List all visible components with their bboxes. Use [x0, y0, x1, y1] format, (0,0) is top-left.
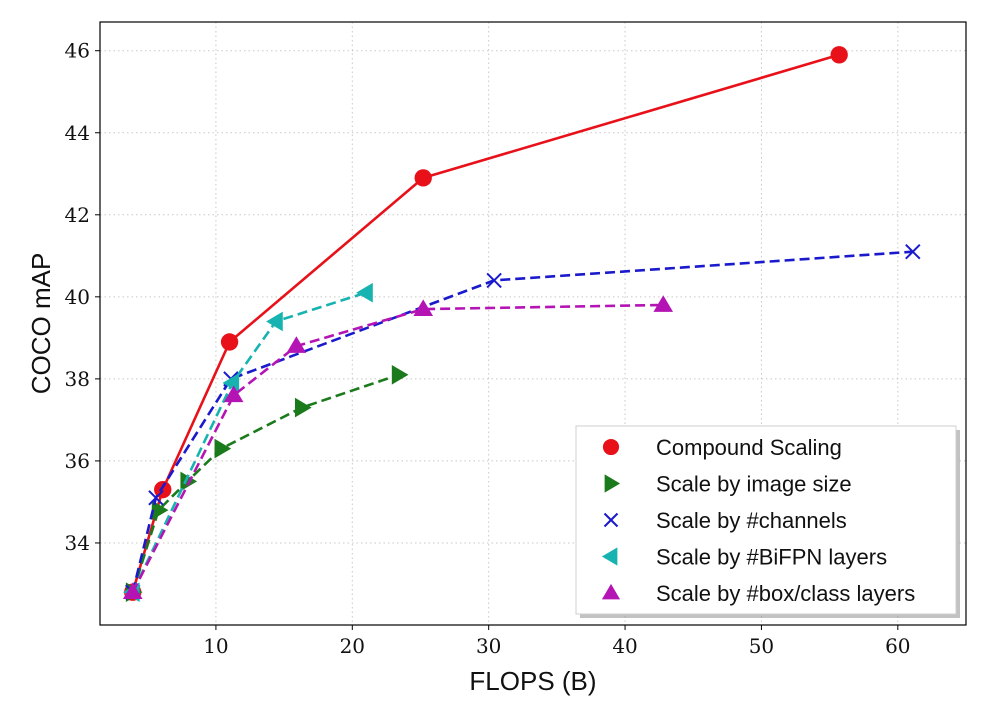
y-tick-label: 42 [65, 203, 90, 227]
legend-box [575, 425, 957, 615]
data-point [486, 272, 502, 289]
data-point [601, 583, 621, 600]
series-4 [122, 295, 674, 600]
data-point [413, 299, 434, 317]
data-point [391, 364, 409, 385]
legend-label: Scale by #BiFPN layers [656, 545, 887, 570]
legend-item: Scale by #channels [603, 508, 847, 533]
data-point-stroke [603, 512, 619, 528]
y-tick-label: 46 [65, 39, 90, 63]
y-tick-label: 34 [65, 531, 90, 555]
data-point-stroke [486, 272, 502, 289]
legend-label: Scale by #box/class layers [656, 581, 915, 606]
x-tick-label: 50 [749, 634, 774, 658]
data-point [905, 244, 921, 260]
x-axis-label: FLOPS (B) [469, 666, 596, 696]
data-point [220, 333, 239, 351]
legend-item: Scale by #BiFPN layers [601, 545, 887, 570]
legend: Compound Scaling Scale by image size Scale… [575, 425, 960, 618]
data-point [151, 500, 169, 520]
data-point [414, 169, 432, 187]
grid [100, 22, 966, 625]
data-point [356, 282, 373, 303]
y-tick-label: 36 [65, 449, 90, 473]
data-point [286, 336, 307, 353]
y-axis-label: COCO mAP [26, 253, 56, 395]
legend-item: Scale by image size [604, 472, 852, 497]
data-point [604, 474, 621, 493]
data-point [601, 547, 618, 566]
x-tick-label: 40 [612, 634, 637, 658]
plot-frame [99, 21, 967, 626]
series-line [131, 250, 913, 593]
legend-item: Scale by #box/class layers [601, 581, 915, 606]
data-point [148, 490, 164, 506]
data-point-stroke [905, 244, 921, 260]
series-line [131, 291, 367, 593]
legend-label: Compound Scaling [656, 435, 842, 460]
legend-label: Scale by image size [656, 472, 852, 497]
data-point [214, 438, 232, 459]
data-point [830, 46, 848, 64]
series-layer [122, 46, 921, 602]
axis-ticks: 10 20 30 40 50 60 34 36 38 40 42 44 46 [65, 39, 911, 658]
x-tick-label: 10 [203, 634, 228, 658]
data-point [653, 295, 674, 312]
legend-item: Compound Scaling [602, 435, 842, 460]
data-point [266, 311, 283, 332]
x-tick-label: 30 [476, 634, 501, 658]
data-point-stroke [148, 490, 164, 506]
legend-label: Scale by #channels [656, 508, 847, 533]
y-tick-label: 44 [65, 121, 90, 145]
data-point [223, 385, 244, 403]
series-line [131, 373, 400, 593]
data-point [122, 582, 143, 600]
y-tick-label: 38 [65, 367, 90, 391]
x-tick-label: 20 [340, 634, 365, 658]
data-point [294, 397, 312, 418]
data-point [603, 512, 619, 528]
x-tick-label: 60 [885, 634, 910, 658]
data-point [602, 438, 620, 456]
series-3 [122, 282, 373, 602]
y-tick-label: 40 [65, 285, 90, 309]
